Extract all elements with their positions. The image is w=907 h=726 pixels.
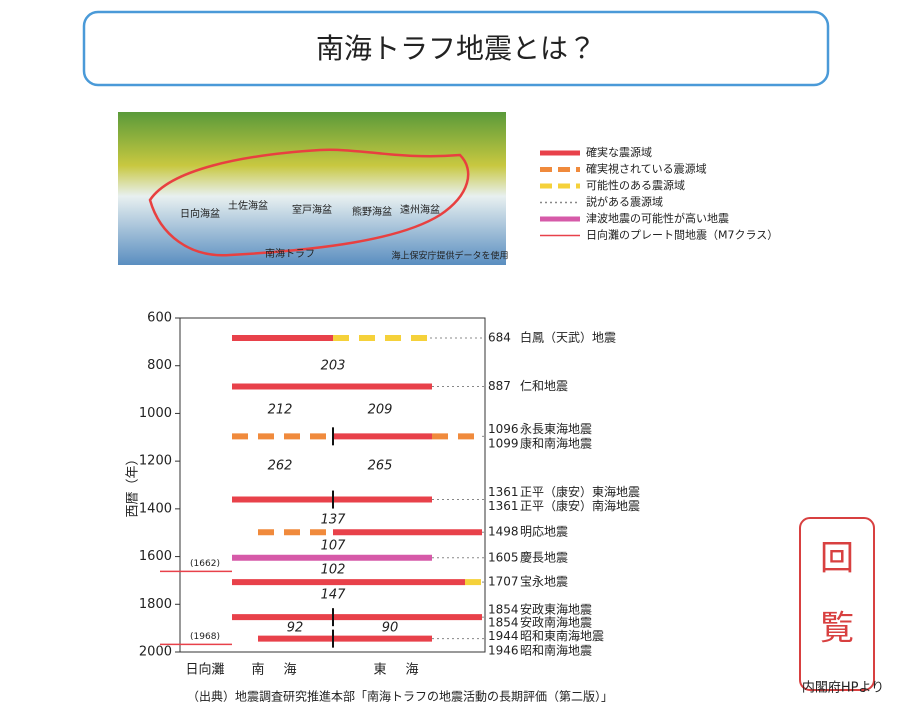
- event-year: 1096: [488, 422, 519, 436]
- x-region-label: 日向灘: [185, 662, 224, 678]
- stamp-text: 回: [820, 539, 854, 579]
- title: 南海トラフ地震とは？: [316, 32, 596, 65]
- legend-label: 可能性のある震源域: [586, 178, 685, 192]
- source-outline: [148, 148, 470, 257]
- stamp: [799, 517, 875, 691]
- map-label: 土佐海盆: [228, 199, 268, 212]
- event-year: 1498: [488, 525, 519, 539]
- interval-label: 92: [287, 621, 304, 636]
- event-year: 1099: [488, 437, 519, 451]
- event-year: 1946: [488, 644, 519, 658]
- source: （出典）地震調査研究推進本部「南海トラフの地震活動の長期評価（第二版）」: [187, 689, 613, 704]
- event-year: 1361: [488, 485, 519, 499]
- y-tick-label: 1800: [139, 597, 172, 612]
- map: [118, 112, 506, 265]
- interval-label: 137: [321, 513, 347, 528]
- y-tick-label: 800: [147, 358, 172, 373]
- event-year: 1361: [488, 499, 519, 513]
- legend-label: 確実な震源域: [586, 145, 652, 159]
- y-tick-label: 1200: [139, 454, 172, 469]
- map-label: 熊野海盆: [352, 205, 392, 218]
- x-region-label: 海: [405, 663, 418, 678]
- interval-label: 107: [321, 539, 347, 554]
- legend-label: 津波地震の可能性が高い地震: [586, 211, 729, 225]
- event-name: 永長東海地震: [520, 422, 592, 436]
- map-label: 室戸海盆: [292, 203, 332, 216]
- credit: 内閣府HPより: [802, 680, 884, 696]
- y-tick-label: 1400: [139, 501, 172, 516]
- event-name: 安政南海地震: [520, 615, 592, 630]
- x-region-label: 東: [373, 662, 386, 678]
- map-label: 遠州海盆: [400, 203, 440, 216]
- interval-label: 203: [321, 359, 346, 374]
- y-tick-label: 2000: [139, 645, 172, 660]
- x-region-label: 南: [251, 662, 264, 678]
- event-year: 887: [488, 379, 511, 393]
- y-tick-label: 1600: [139, 549, 172, 564]
- legend-label: 確実視されている震源域: [586, 162, 707, 176]
- y-tick-label: 1000: [139, 406, 172, 421]
- event-year: 1944: [488, 629, 519, 643]
- legend-label: 説がある震源域: [586, 195, 663, 209]
- event-name: 安政東海地震: [520, 603, 592, 617]
- interval-label: 102: [321, 563, 346, 578]
- hyuganada-label: (1968): [190, 632, 220, 642]
- map-label: 海上保安庁提供データを使用: [391, 250, 508, 262]
- plot-frame: [179, 317, 486, 653]
- title-box: [82, 10, 830, 87]
- interval-label: 262: [268, 459, 293, 474]
- event-name: 正平（康安）南海地震: [520, 498, 640, 513]
- x-region-label: 海: [283, 663, 296, 678]
- interval-label: 265: [368, 459, 393, 474]
- map-label: 南海トラフ: [265, 247, 315, 260]
- y-tick-label: 600: [147, 311, 172, 326]
- map-label: 日向海盆: [180, 207, 220, 220]
- event-name: 仁和地震: [520, 379, 568, 393]
- y-axis-label: 西暦（年）: [126, 452, 141, 517]
- interval-label: 90: [382, 621, 399, 636]
- interval-label: 209: [368, 403, 393, 418]
- legend-label: 日向灘のプレート間地震（M7クラス）: [586, 228, 778, 242]
- event-name: 宝永地震: [520, 575, 568, 589]
- event-year: 1707: [488, 575, 519, 589]
- event-name: 昭和南海地震: [520, 643, 592, 658]
- event-name: 慶長地震: [520, 550, 568, 564]
- interval-label: 147: [321, 588, 347, 603]
- event-name: 白鳳（天武）地震: [520, 330, 616, 345]
- event-name: 康和南海地震: [520, 436, 592, 451]
- event-name: 正平（康安）東海地震: [520, 485, 640, 499]
- event-year: 1854: [488, 603, 519, 617]
- event-year: 1605: [488, 550, 519, 564]
- stamp-text: 覧: [820, 609, 854, 649]
- hyuganada-label: (1662): [190, 559, 220, 569]
- event-year: 1854: [488, 616, 519, 630]
- interval-label: 212: [268, 403, 293, 418]
- event-name: 昭和東南海地震: [520, 628, 604, 643]
- event-year: 684: [488, 331, 511, 345]
- event-name: 明応地震: [520, 525, 568, 539]
